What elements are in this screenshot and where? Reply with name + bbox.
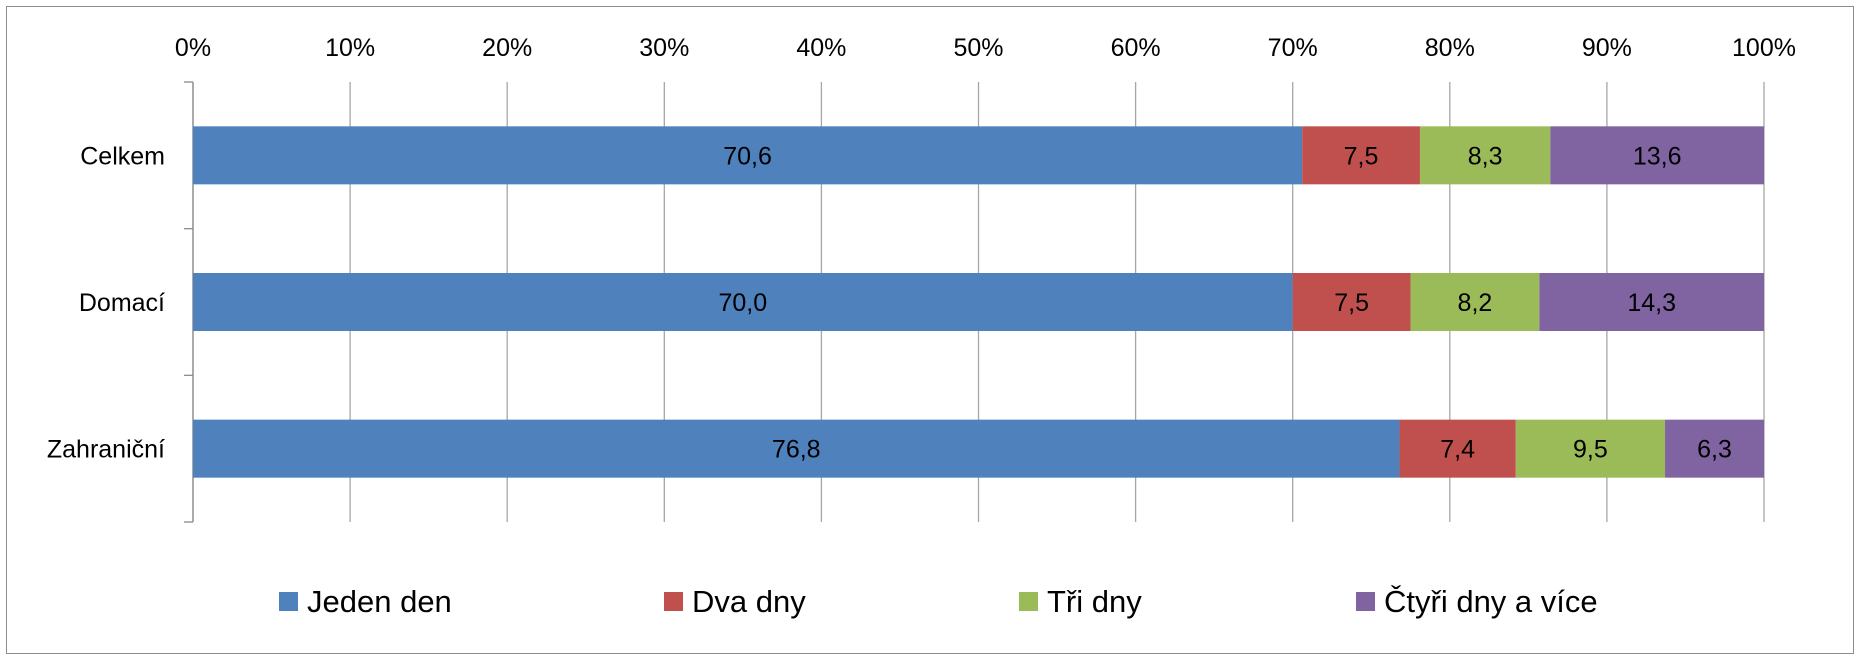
data-label: 9,5 [1573, 436, 1608, 464]
data-label: 7,5 [1344, 142, 1379, 170]
category-labels: Celkem Domací Zahraniční [47, 142, 165, 463]
x-tick-label: 80% [1425, 34, 1475, 62]
data-label: 7,5 [1334, 289, 1369, 317]
bar-segment [193, 126, 1303, 185]
x-tick-label: 70% [1268, 34, 1318, 62]
data-label: 13,6 [1633, 142, 1682, 170]
x-tick-label: 0% [175, 34, 211, 62]
x-axis-tick-labels: 0% 10% 20% 30% 40% 50% 60% 70% 80% 90% 100% [175, 34, 1796, 62]
legend-swatch [1019, 592, 1038, 611]
legend: Jeden den Dva dny Tři dny Čtyři dny a více [279, 584, 1598, 619]
legend-label: Tři dny [1047, 584, 1142, 619]
x-tick-label: 40% [796, 34, 846, 62]
bar-segment [1550, 126, 1764, 185]
category-label: Zahraniční [47, 436, 165, 464]
data-label: 8,2 [1458, 289, 1493, 317]
data-label: 70,6 [723, 142, 772, 170]
data-label: 70,0 [719, 289, 768, 317]
bar-segment [1302, 126, 1420, 185]
category-label: Celkem [80, 142, 165, 170]
data-label: 6,3 [1697, 436, 1732, 464]
bar-segment [1539, 273, 1764, 331]
bar-segment [1515, 419, 1666, 478]
x-tick-label: 60% [1111, 34, 1161, 62]
bar-segment [1399, 419, 1516, 478]
legend-swatch [664, 592, 683, 611]
bar-segment [1665, 419, 1764, 478]
bar-segment [1419, 126, 1551, 185]
bars [193, 126, 1764, 478]
legend-label: Jeden den [307, 584, 452, 619]
y-axis [184, 81, 194, 523]
legend-swatch [1356, 592, 1375, 611]
legend-label: Dva dny [692, 584, 806, 619]
category-label: Domací [79, 289, 165, 317]
x-tick-label: 10% [325, 34, 375, 62]
legend-label: Čtyři dny a více [1384, 584, 1598, 619]
x-tick-label: 20% [482, 34, 532, 62]
x-tick-label: 30% [639, 34, 689, 62]
bar-segment [193, 273, 1293, 331]
bar-segment [1410, 273, 1540, 331]
legend-swatch [279, 592, 298, 611]
data-labels: 70,6 7,5 8,3 13,6 70,0 7,5 8,2 14,3 76,8 7,4 9,5 6,… [719, 142, 1732, 463]
x-tick-label: 100% [1732, 34, 1796, 62]
bar-segment [193, 419, 1400, 478]
data-label: 76,8 [772, 436, 821, 464]
x-tick-label: 90% [1582, 34, 1632, 62]
x-tick-label: 50% [953, 34, 1003, 62]
data-label: 14,3 [1627, 289, 1676, 317]
data-label: 8,3 [1468, 142, 1503, 170]
data-label: 7,4 [1440, 436, 1475, 464]
bar-segment [1292, 273, 1411, 331]
